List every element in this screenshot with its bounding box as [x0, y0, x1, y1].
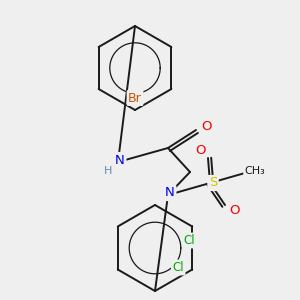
- Text: N: N: [165, 187, 175, 200]
- Text: H: H: [104, 166, 112, 176]
- Text: N: N: [115, 154, 125, 166]
- Text: Br: Br: [128, 92, 142, 104]
- Text: Cl: Cl: [183, 234, 195, 247]
- Text: Cl: Cl: [172, 261, 184, 274]
- Text: CH₃: CH₃: [244, 166, 266, 176]
- Text: O: O: [195, 143, 205, 157]
- Text: O: O: [230, 203, 240, 217]
- Text: S: S: [209, 176, 217, 190]
- Text: O: O: [201, 121, 211, 134]
